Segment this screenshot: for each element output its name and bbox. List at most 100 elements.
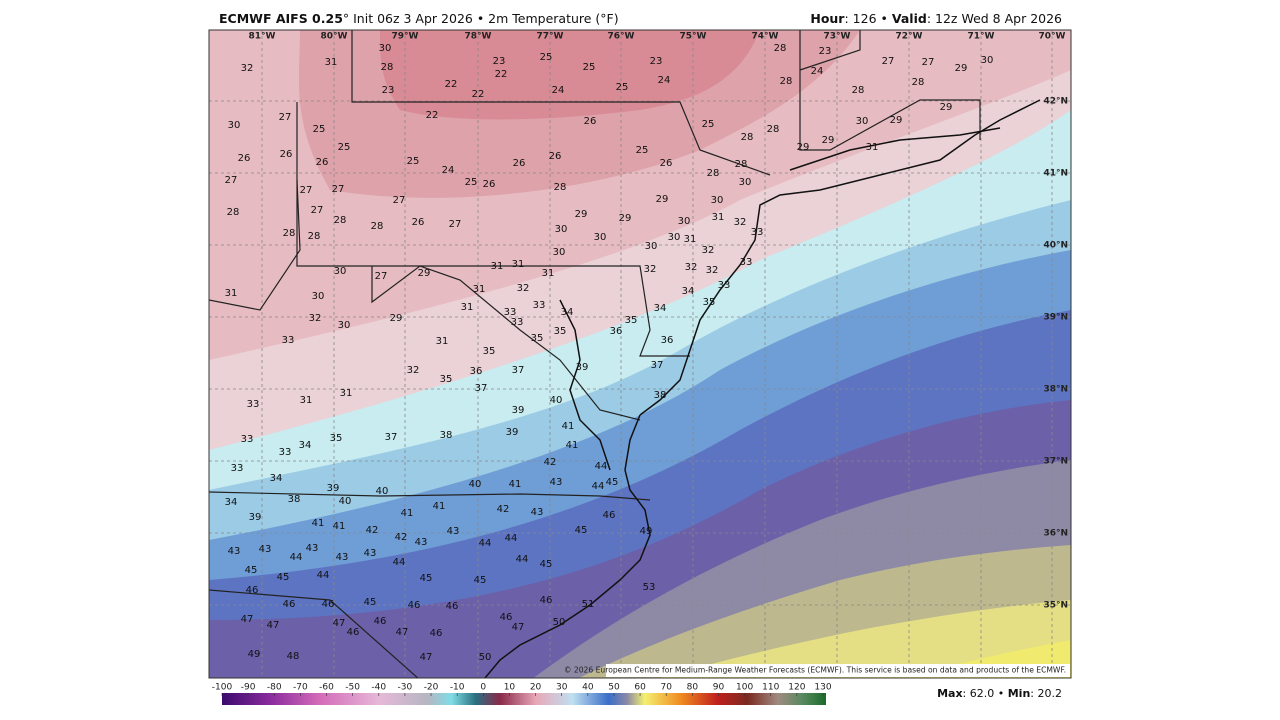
longitude-label: 79°W (392, 32, 419, 42)
station-value: 44 (592, 481, 605, 492)
colorbar-tick-label: 130 (814, 683, 831, 693)
station-value: 46 (603, 510, 616, 521)
latitude-label: 40°N (1043, 241, 1068, 251)
station-value: 42 (395, 532, 408, 543)
credit-box (606, 664, 1070, 677)
station-value: 27 (225, 175, 238, 186)
station-value: 24 (552, 85, 565, 96)
station-value: 30 (668, 232, 681, 243)
station-value: 22 (445, 79, 458, 90)
station-value: 45 (540, 559, 553, 570)
station-value: 43 (336, 552, 349, 563)
station-value: 25 (636, 145, 649, 156)
station-value: 46 (446, 601, 459, 612)
station-value: 32 (241, 63, 254, 74)
station-value: 44 (595, 461, 608, 472)
valid-label: Valid (892, 11, 927, 26)
station-value: 34 (682, 286, 695, 297)
station-value: 43 (447, 526, 460, 537)
longitude-label: 81°W (249, 32, 276, 42)
station-value: 35 (440, 374, 453, 385)
station-value: 29 (656, 194, 669, 205)
longitude-label: 73°W (824, 32, 851, 42)
station-value: 24 (658, 75, 671, 86)
station-value: 36 (470, 366, 483, 377)
station-value: 45 (364, 597, 377, 608)
station-value: 47 (333, 618, 346, 629)
station-value: 45 (606, 477, 619, 488)
station-value: 25 (407, 156, 420, 167)
station-value: 30 (555, 224, 568, 235)
station-value: 28 (283, 228, 296, 239)
station-value: 44 (505, 533, 518, 544)
station-value: 34 (561, 307, 574, 318)
colorbar-tick-label: 70 (660, 683, 672, 693)
station-value: 26 (238, 153, 251, 164)
station-value: 42 (366, 525, 379, 536)
station-value: 30 (334, 266, 347, 277)
station-value: 24 (811, 66, 824, 77)
station-value: 45 (245, 565, 258, 576)
station-value: 39 (249, 512, 262, 523)
station-value: 28 (852, 85, 865, 96)
station-value: 34 (270, 473, 283, 484)
station-value: 27 (449, 219, 462, 230)
station-value: 43 (415, 537, 428, 548)
station-value: 29 (575, 209, 588, 220)
station-value: 31 (461, 302, 474, 313)
station-value: 34 (225, 497, 238, 508)
colorbar-tick-label: -100 (212, 683, 233, 693)
colorbar-tick-label: 50 (608, 683, 620, 693)
station-value: 38 (654, 390, 667, 401)
station-value: 32 (706, 265, 719, 276)
station-value: 26 (316, 157, 329, 168)
borders (209, 30, 981, 678)
temperature-field (209, 30, 1071, 678)
station-value: 46 (322, 599, 335, 610)
colorbar-tick-label: -10 (450, 683, 465, 693)
station-value: 31 (225, 288, 238, 299)
station-value: 24 (442, 165, 455, 176)
station-value: 26 (412, 217, 425, 228)
colorbar-tick-label: 110 (762, 683, 779, 693)
station-value: 28 (381, 62, 394, 73)
station-value: 51 (582, 599, 595, 610)
station-value: 33 (282, 335, 295, 346)
station-value: 30 (981, 55, 994, 66)
station-value: 33 (511, 317, 524, 328)
station-value: 28 (371, 221, 384, 232)
station-value: 40 (376, 486, 389, 497)
station-value: 40 (339, 496, 352, 507)
station-value: 33 (231, 463, 244, 474)
station-value: 32 (644, 264, 657, 275)
station-value: 28 (780, 76, 793, 87)
station-value: 48 (287, 651, 300, 662)
colorbar-tick-label: -50 (345, 683, 360, 693)
station-value: 43 (550, 477, 563, 488)
station-value: 33 (247, 399, 260, 410)
station-value: 28 (227, 207, 240, 218)
station-value: 35 (703, 297, 716, 308)
station-value: 33 (751, 227, 764, 238)
longitude-label: 80°W (321, 32, 348, 42)
station-value: 41 (509, 479, 522, 490)
station-value: 34 (299, 440, 312, 451)
station-value: 31 (436, 336, 449, 347)
station-value: 41 (566, 440, 579, 451)
station-value: 27 (279, 112, 292, 123)
station-value: 33 (504, 307, 517, 318)
station-value: 40 (469, 479, 482, 490)
station-value: 31 (866, 142, 879, 153)
station-value: 47 (420, 652, 433, 663)
station-value: 35 (531, 333, 544, 344)
latitude-label: 41°N (1043, 169, 1068, 179)
station-value: 28 (767, 124, 780, 135)
station-value: 27 (393, 195, 406, 206)
station-value: 25 (465, 177, 478, 188)
station-value: 30 (594, 232, 607, 243)
station-value: 31 (473, 284, 486, 295)
station-value: 23 (382, 85, 395, 96)
station-value: 31 (712, 212, 725, 223)
station-value: 30 (553, 247, 566, 258)
